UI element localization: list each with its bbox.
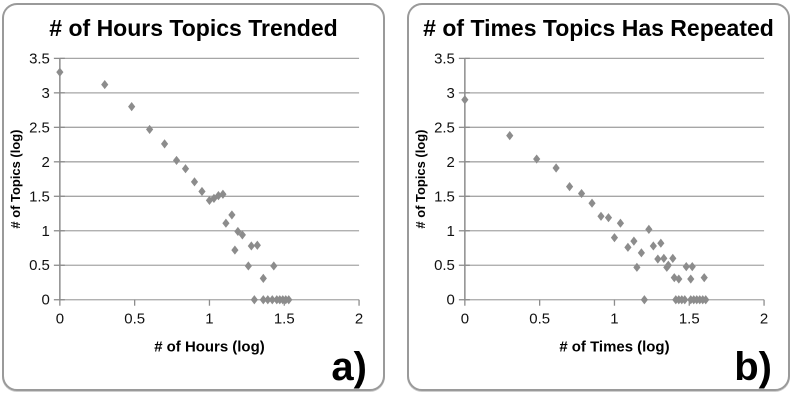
data-point-diamond [649,241,657,251]
x-axis-label: # of Hours (log) [154,339,264,356]
scatter-chart-hours-trended: 0 0.5 1 1.5 2 2.5 3 3.5 0 0.5 1 1.5 2 # of Topics (lo… [4,44,383,356]
data-point-diamond [146,124,154,134]
data-point-diamond [259,295,267,305]
data-point-diamond [56,67,64,77]
data-point-diamond [610,233,619,243]
data-point-diamond [264,295,272,305]
data-point-diamond [669,253,677,263]
data-point-diamond [700,273,708,283]
data-point-diamond [533,154,541,164]
svg-text:2: 2 [355,311,363,328]
svg-text:1: 1 [610,311,618,328]
svg-text:2: 2 [760,311,768,328]
data-point-diamond [259,273,267,283]
svg-text:1.5: 1.5 [274,311,295,328]
svg-text:1: 1 [447,223,455,240]
data-point-diamond [604,213,613,223]
data-point-diamond [198,186,206,197]
svg-text:2: 2 [42,154,50,171]
data-point-diamond [285,295,293,305]
data-point-diamond [253,240,261,250]
data-point-diamond [630,236,638,246]
data-point-diamond [682,262,690,272]
data-point-diamond [250,295,258,305]
chart-panel-a: # of Hours Topics Trended 0 0.5 1 1.5 2 2.5 3 3… [2,3,385,391]
data-point-diamond [645,224,653,234]
scatter-plot: 0 0.5 1 1.5 2 2.5 3 3.5 0 0.5 1 1.5 2 # of Topics (lo… [8,50,363,356]
data-point-diamond [687,274,695,284]
chart-title-b: # of Times Topics Has Repeated [423,15,774,41]
data-point-diamond [219,189,227,199]
data-point-diamond [228,210,236,220]
svg-text:0: 0 [42,292,50,309]
data-point-diamond [101,79,109,90]
data-point-diamond [588,198,596,208]
x-ticks: 0 0.5 1 1.5 2 [56,299,363,328]
svg-text:3.5: 3.5 [29,50,50,67]
data-point-diamond [222,218,230,228]
data-point-diamond [506,131,514,141]
svg-text:2: 2 [447,154,455,171]
data-point-diamond [172,155,181,166]
data-point-diamond [664,260,672,270]
data-point-diamond [577,188,586,199]
data-point-diamond [616,218,625,228]
data-point-diamond [688,262,696,272]
svg-text:2.5: 2.5 [29,119,50,136]
chart-panel-b: # of Times Topics Has Repeated 0 0.5 1 1.5 2… [407,3,790,391]
svg-text:3.5: 3.5 [434,50,455,67]
x-ticks: 0 0.5 1 1.5 2 [461,299,768,328]
data-points [56,67,293,305]
data-point-diamond [190,177,199,187]
svg-text:0.5: 0.5 [124,311,145,328]
svg-text:1.5: 1.5 [29,188,50,205]
data-point-diamond [660,253,668,263]
data-point-diamond [624,242,632,252]
data-point-diamond [633,262,641,272]
svg-text:2.5: 2.5 [434,119,455,136]
data-point-diamond [128,102,136,112]
data-point-diamond [461,95,469,105]
data-point-diamond [247,241,255,251]
data-point-diamond [181,164,190,174]
svg-text:0.5: 0.5 [29,257,50,274]
panel-letter-b: b) [734,345,772,389]
svg-text:1: 1 [42,223,50,240]
svg-text:3: 3 [42,85,50,102]
svg-text:1: 1 [205,311,213,328]
svg-text:1.5: 1.5 [679,311,700,328]
chart-title-a: # of Hours Topics Trended [49,15,338,41]
y-axis-label: # of Topics (log) [8,130,23,229]
svg-text:3: 3 [447,85,455,102]
y-axis-label: # of Topics (log) [413,130,428,229]
svg-text:1.5: 1.5 [434,188,455,205]
svg-text:0: 0 [461,311,469,328]
scatter-chart-times-repeated: 0 0.5 1 1.5 2 2.5 3 3.5 0 0.5 1 1.5 2 # of Topics (lo… [409,44,788,356]
y-gridlines-and-ticks: 0 0.5 1 1.5 2 2.5 3 3.5 [434,50,765,309]
data-point-diamond [675,274,683,284]
data-point-diamond [702,295,710,305]
data-points [461,95,710,305]
y-gridlines-and-ticks: 0 0.5 1 1.5 2 2.5 3 3.5 [29,50,360,309]
data-point-diamond [681,295,689,305]
data-point-diamond [160,139,169,149]
data-point-diamond [270,261,278,271]
panel-letter-a: a) [331,345,367,389]
svg-text:0: 0 [447,292,455,309]
data-point-diamond [565,182,574,192]
data-point-diamond [657,238,665,248]
data-point-diamond [654,254,662,264]
svg-text:0: 0 [56,311,64,328]
data-point-diamond [597,211,605,221]
data-point-diamond [231,245,239,255]
data-point-diamond [244,261,252,271]
scatter-plot: 0 0.5 1 1.5 2 2.5 3 3.5 0 0.5 1 1.5 2 # of Topics (lo… [413,50,768,356]
x-axis-label: # of Times (log) [559,339,669,356]
data-point-diamond [552,163,560,173]
data-point-diamond [640,295,648,305]
svg-text:0.5: 0.5 [529,311,550,328]
svg-text:0.5: 0.5 [434,257,455,274]
data-point-diamond [637,248,645,258]
